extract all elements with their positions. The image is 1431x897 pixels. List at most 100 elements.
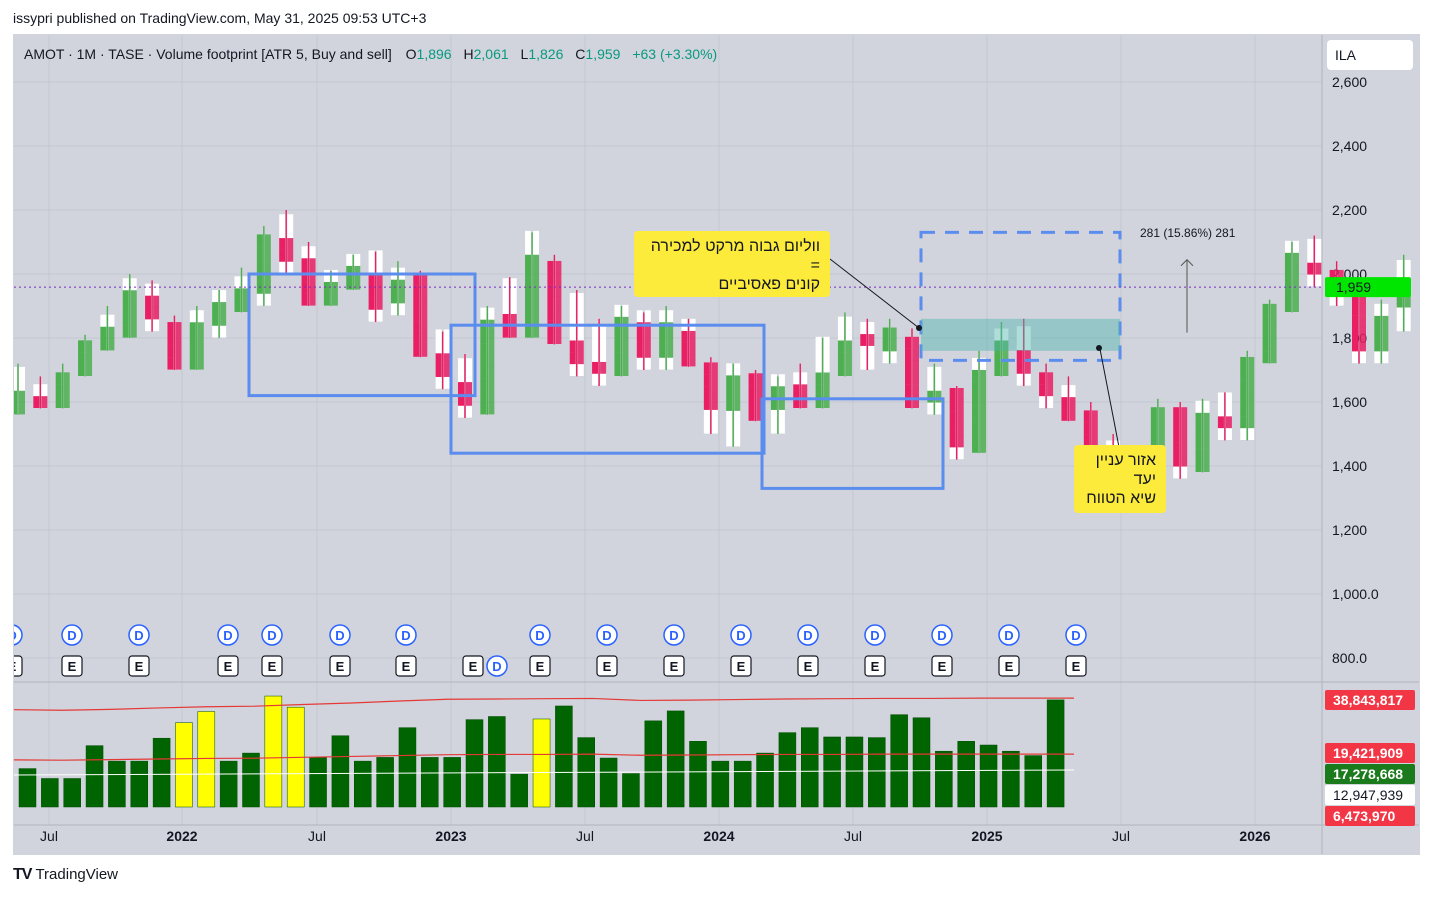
footprint-cell-buy [331,269,338,282]
footprint-cell-sell [1195,436,1202,449]
footprint-cell-sell [681,330,688,343]
footprint-cell-buy [175,345,182,358]
low-label: L [520,46,529,62]
annotation-note-target[interactable]: אזור עניין יעד שיא הטווח [1074,445,1166,513]
footprint-cell-buy [488,366,495,379]
dividend-marker [864,624,886,646]
footprint-cell-sell [122,278,129,291]
footprint-cell-sell [234,300,241,312]
footprint-cell-buy [220,325,227,338]
footprint-cell-sell [525,290,532,303]
footprint-cell-sell [1396,295,1403,308]
footprint-cell-buy [845,340,852,353]
footprint-cell-buy [957,435,964,448]
footprint-cell-sell [569,316,576,329]
footprint-cell-sell [256,246,263,259]
footprint-cell-sell [390,279,397,292]
volume-bar [18,768,37,808]
footprint-cell-buy [734,375,741,388]
footprint-cell-sell [636,357,643,370]
footprint-cell-sell [949,447,956,460]
footprint-cell-buy [1203,460,1210,472]
footprint-cell-sell [547,284,554,297]
footprint-cell-buy [734,387,741,400]
footprint-cell-buy [555,284,562,297]
footprint-cell-buy [153,307,160,320]
footprint-cell-sell [1284,300,1291,312]
volume-bar [264,695,283,808]
footprint-cell-buy [577,304,584,317]
callout-line-1 [829,258,920,329]
footprint-cell-buy [980,393,987,406]
footprint-cell-sell [1396,307,1403,320]
footprint-cell-sell [1329,293,1336,306]
footprint-cell-sell [1262,339,1269,352]
footprint-cell-sell [33,384,40,397]
high-value: 2,061 [473,46,509,62]
y-tick-label: 1,000.0 [1332,586,1379,602]
earnings-marker-label: E [737,659,746,674]
footprint-cell-buy [86,340,93,353]
footprint-cell-sell [189,310,196,323]
footprint-cell-buy [533,242,540,255]
footprint-cell-sell [748,385,755,398]
footprint-cell-sell [167,357,174,370]
footprint-cell-sell [212,325,219,338]
earnings-marker-label: E [224,659,233,674]
footprint-cell-sell [301,258,308,271]
footprint-cell-buy [1069,396,1076,409]
footprint-cell-sell [994,328,1001,341]
earnings-marker-label: E [135,659,144,674]
footprint-cell-buy [555,308,562,321]
footprint-cell-sell [793,396,800,408]
footprint-cell-sell [390,291,397,304]
footprint-cell-sell [78,340,85,353]
footprint-cell-buy [1382,315,1389,328]
measure-label: 281 (15.86%) 281 [1140,226,1236,240]
footprint-cell-buy [19,366,25,379]
earnings-marker-label: E [670,659,679,674]
note2-line1: אזור עניין [1095,452,1156,469]
footprint-cell-sell [346,265,353,278]
footprint-cell-sell [525,230,532,243]
footprint-cell-sell [502,278,509,291]
footprint-cell-sell [949,435,956,448]
range-box [760,397,945,490]
currency-selector[interactable]: ILA [1327,40,1413,70]
footprint-cell-sell [1039,396,1046,408]
footprint-cell-buy [913,396,919,408]
footprint-cell-buy [1203,412,1210,425]
chart-panel[interactable]: 2,600 2,400 2,200 2,000 1,800 1,600 1,400 1,200… [13,34,1420,855]
volume-bar [85,745,104,808]
x-tick-label: Jul [1112,828,1130,844]
footprint-cell-buy [1002,328,1009,341]
callout-line-2 [1099,348,1120,448]
footprint-cell-sell [189,357,196,370]
annotation-note-passive-buyers[interactable]: ווליום גבוה מרקט למכירה = קונים פאסיביים [634,231,830,297]
footprint-cell-buy [354,277,361,290]
footprint-cell-buy [1203,436,1210,449]
footprint-cell-buy [1091,410,1098,423]
close-label: C [575,46,586,62]
footprint-cell-sell [815,360,822,373]
footprint-cell-buy [622,328,629,341]
footprint-cell-sell [368,250,375,263]
footprint-cell-buy [622,340,629,353]
footprint-cell-sell [1240,368,1247,381]
tradingview-logo[interactable]: TV TradingView [13,866,118,884]
footprint-cell-buy [309,246,316,259]
volume-ma-upper [14,697,1074,711]
footprint-cell-buy [689,354,696,367]
footprint-cell-sell [614,340,621,353]
footprint-cell-buy [488,378,495,391]
footprint-cell-sell [569,340,576,353]
footprint-cell-buy [644,357,651,370]
footprint-cell-buy [935,402,942,415]
footprint-cell-sell [770,386,777,399]
footprint-cell-buy [421,297,428,310]
footprint-cell-sell [189,333,196,346]
open-label: O [405,46,417,62]
dividend-marker [1065,624,1087,646]
chart-canvas[interactable]: 2,6002,4002,2002,0001,8001,6001,4001,200… [14,35,1419,854]
earnings-marker [217,655,239,677]
